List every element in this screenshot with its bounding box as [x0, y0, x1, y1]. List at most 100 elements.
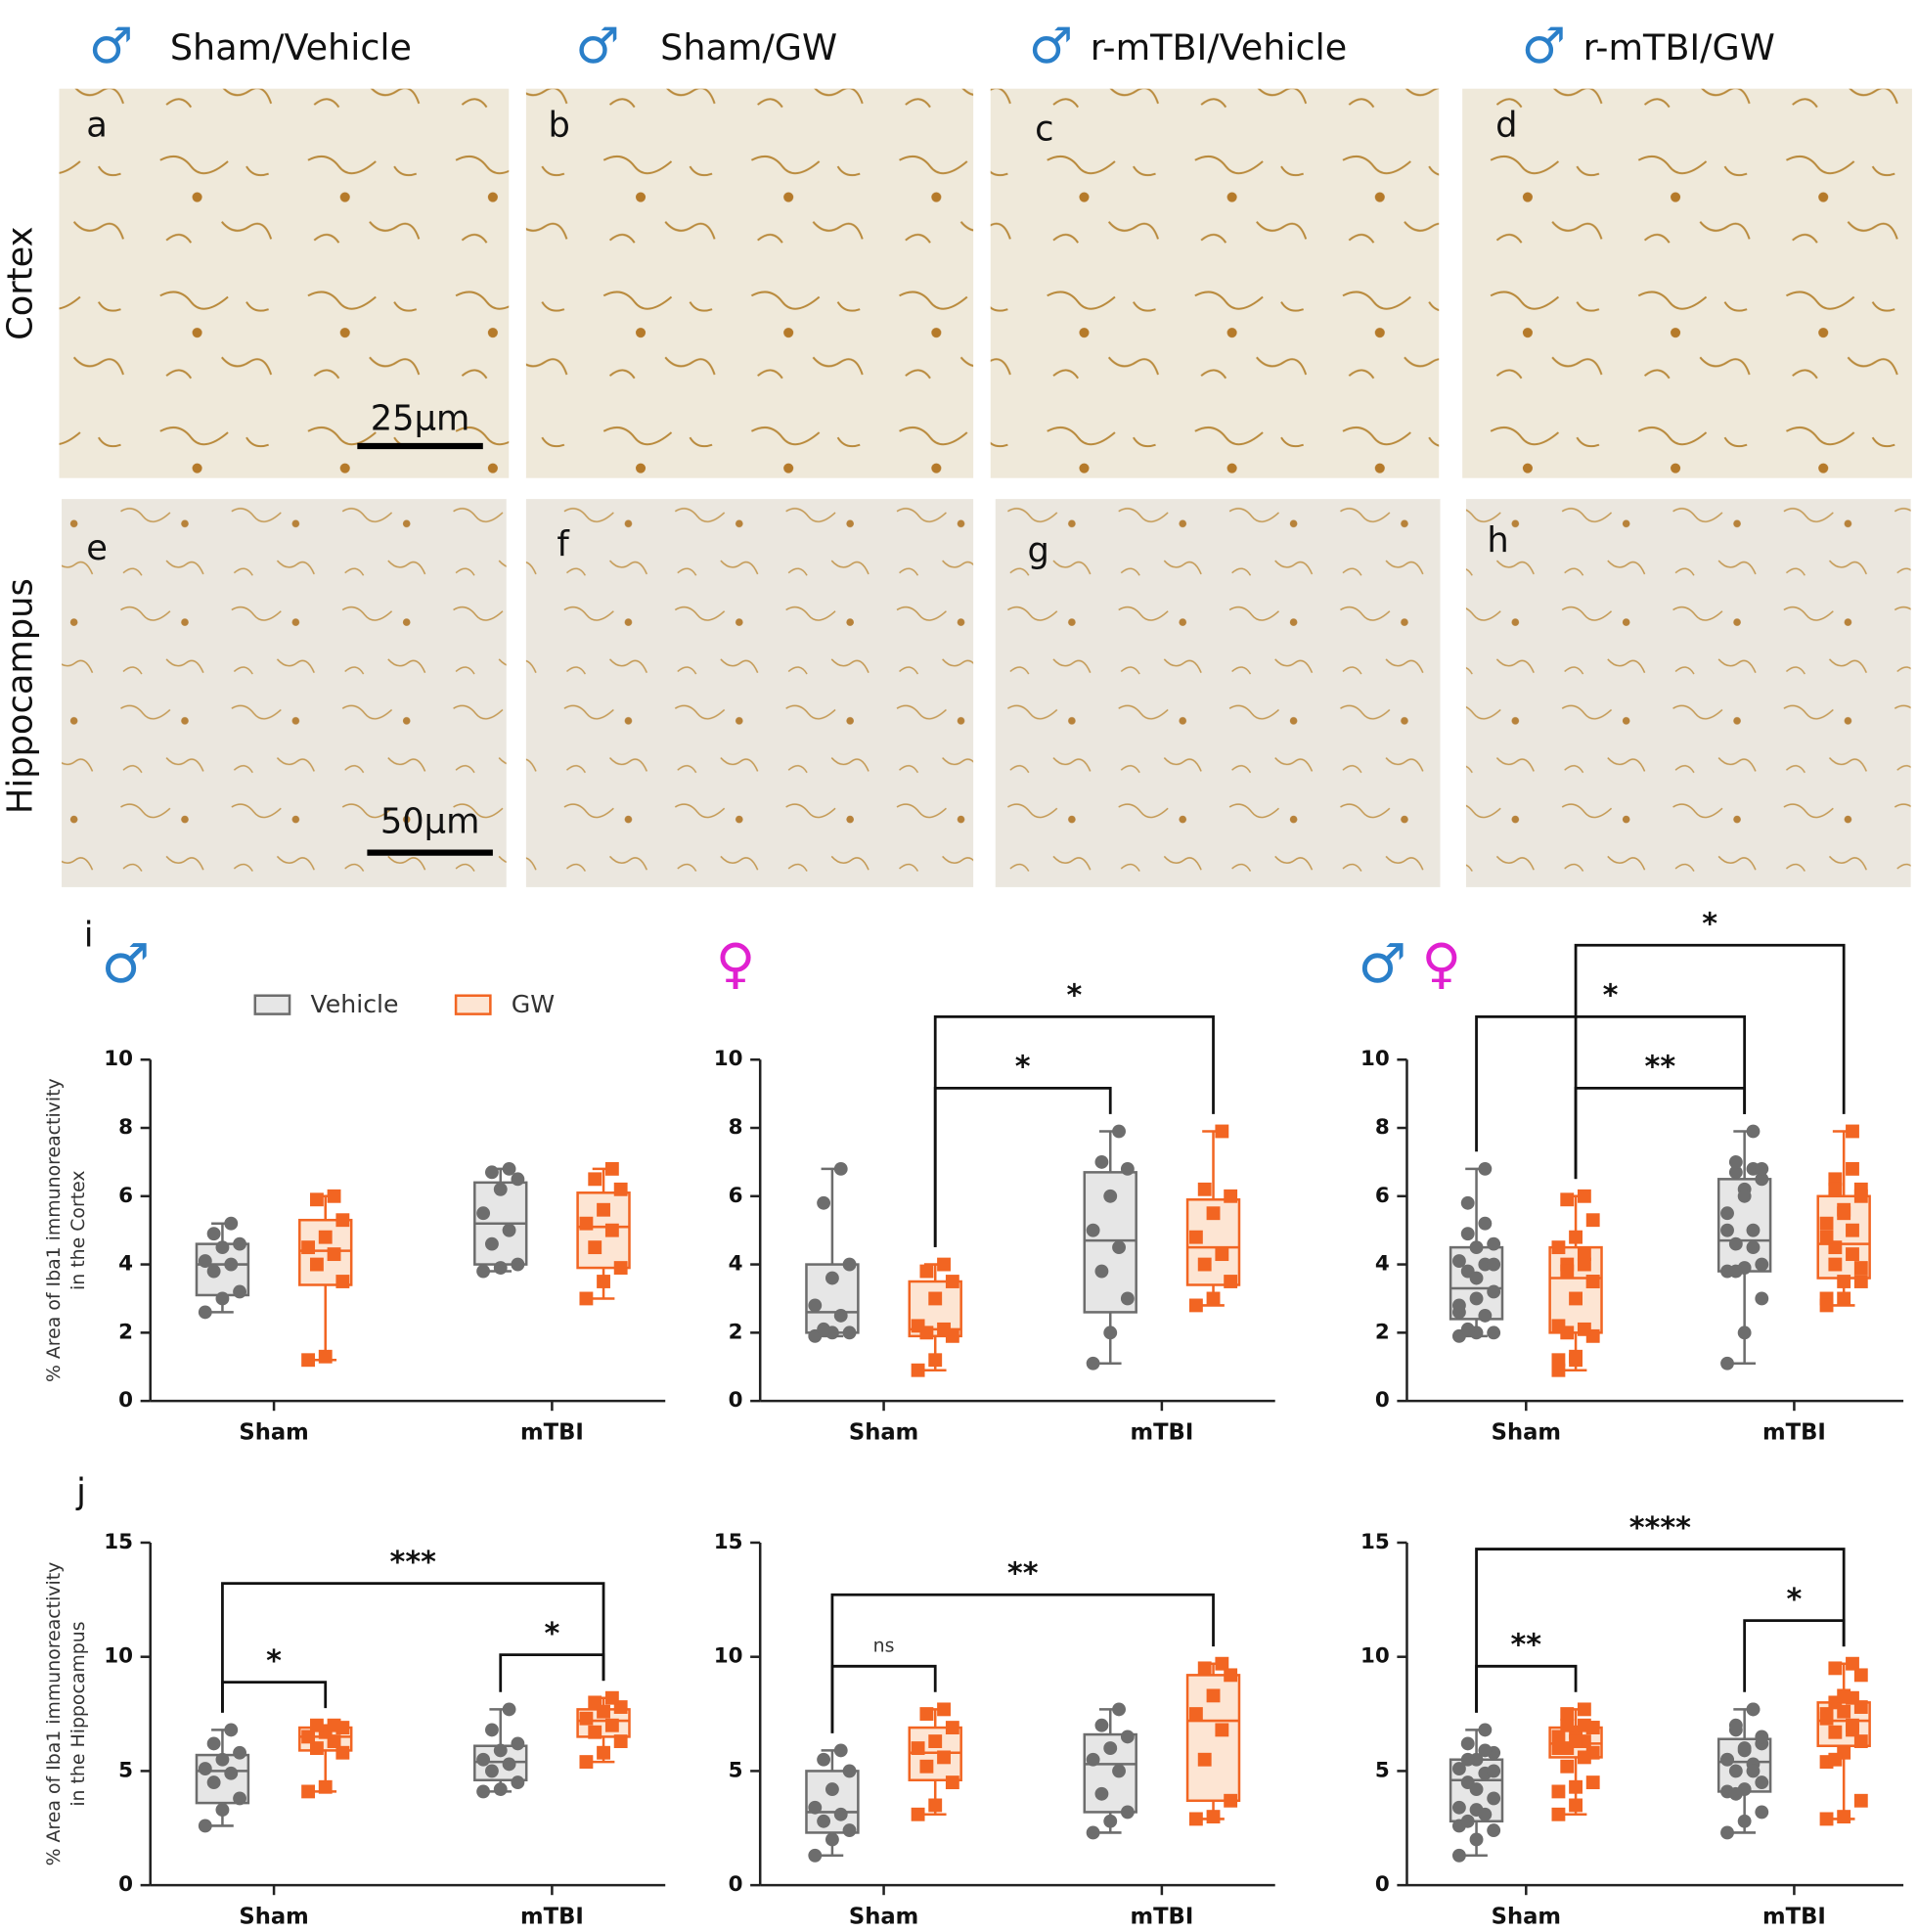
data-point [1577, 1257, 1591, 1272]
data-point [597, 1202, 610, 1217]
data-point [1828, 1752, 1843, 1767]
data-point [476, 1206, 491, 1221]
data-point [1577, 1322, 1591, 1336]
micrograph [525, 88, 974, 478]
significance-label: ** [1511, 1629, 1542, 1663]
data-point [1224, 1793, 1238, 1808]
x-tick-label: mTBI [520, 1904, 584, 1929]
y-tick-label: 15 [104, 1530, 133, 1554]
data-point [1819, 1216, 1834, 1231]
data-point [588, 1695, 602, 1710]
data-point [1188, 1812, 1203, 1826]
sex-symbol: ♂ [1358, 933, 1406, 996]
data-point [1551, 1784, 1566, 1799]
data-point [1585, 1275, 1600, 1288]
significance-label: ** [1007, 1557, 1039, 1592]
data-point [215, 1803, 230, 1818]
scale-label: 25µm [371, 399, 470, 439]
significance-bracket [499, 1653, 605, 1692]
data-point [198, 1305, 212, 1320]
panel-letter: f [557, 524, 570, 564]
data-point [1728, 1154, 1743, 1169]
data-point [1478, 1807, 1493, 1821]
data-point [224, 1216, 239, 1231]
data-point [1451, 1254, 1466, 1269]
data-point [1551, 1730, 1566, 1744]
data-point [1560, 1707, 1575, 1721]
box [1083, 1732, 1137, 1814]
data-point [233, 1236, 246, 1251]
data-point [1197, 1661, 1212, 1676]
micrograph [62, 499, 507, 887]
data-point [579, 1291, 594, 1306]
panel-letter: g [1028, 530, 1049, 570]
significance-label: * [1066, 979, 1082, 1013]
data-point [1469, 1240, 1484, 1255]
data-point [206, 1264, 221, 1279]
data-point [1846, 1656, 1859, 1671]
data-point [318, 1230, 333, 1244]
data-point [309, 1741, 324, 1756]
sex-symbol: ♀ [1421, 933, 1461, 996]
data-point [1728, 1165, 1743, 1180]
column-title: r-mTBI/Vehicle [1091, 26, 1347, 68]
data-point [1569, 1734, 1583, 1748]
data-point [1451, 1800, 1466, 1815]
sex-symbol: ♂ [1522, 17, 1566, 74]
y-tick-label: 2 [729, 1320, 743, 1344]
data-point [945, 1721, 959, 1734]
y-tick-label: 4 [729, 1252, 743, 1277]
significance-label: *** [390, 1546, 437, 1580]
data-point [1487, 1325, 1501, 1340]
sex-symbol: ♀ [716, 933, 756, 996]
data-point [1120, 1805, 1135, 1820]
data-point [833, 1807, 848, 1821]
data-point [1551, 1807, 1566, 1821]
data-point [808, 1848, 823, 1863]
data-point [511, 1172, 525, 1187]
data-point [842, 1325, 857, 1340]
significance-label: ** [1645, 1051, 1676, 1085]
y-tick-label: 8 [1375, 1115, 1390, 1140]
data-point [1551, 1240, 1566, 1255]
data-point [911, 1363, 925, 1377]
y-tick-label: 4 [1375, 1252, 1390, 1277]
data-point [928, 1291, 943, 1306]
data-point [604, 1161, 619, 1176]
x-tick-label: Sham [239, 1419, 308, 1445]
data-point [502, 1702, 516, 1717]
data-point [1737, 1814, 1752, 1828]
data-point [198, 1819, 212, 1833]
y-axis-label: % Area of Iba1 immunoreactivity [43, 1078, 65, 1382]
data-point [825, 1832, 839, 1847]
data-point [1188, 1707, 1203, 1721]
data-point [215, 1291, 230, 1306]
data-point [318, 1349, 333, 1364]
data-point [817, 1195, 831, 1210]
data-point [1728, 1236, 1743, 1251]
data-point [1086, 1223, 1100, 1237]
panel-letter: a [86, 106, 108, 146]
data-point [945, 1275, 959, 1288]
legend-label: GW [512, 990, 556, 1018]
data-point [1569, 1798, 1583, 1813]
panel-letter: b [549, 106, 570, 146]
data-point [1188, 1298, 1203, 1313]
significance-label: * [1787, 1583, 1803, 1617]
data-point [588, 1240, 602, 1255]
data-point [1112, 1240, 1126, 1255]
data-point [1819, 1298, 1834, 1313]
significance-bracket [1475, 1664, 1578, 1713]
data-point [1206, 1206, 1221, 1221]
data-point [206, 1775, 221, 1790]
data-point [1728, 1764, 1743, 1778]
significance-label: * [266, 1644, 282, 1679]
x-tick-label: Sham [239, 1904, 308, 1929]
data-point [1197, 1182, 1212, 1196]
data-point [1755, 1161, 1769, 1176]
data-point [817, 1752, 831, 1767]
significance-bracket [1574, 1087, 1747, 1180]
data-point [493, 1182, 508, 1196]
y-tick-label: 0 [118, 1388, 133, 1413]
